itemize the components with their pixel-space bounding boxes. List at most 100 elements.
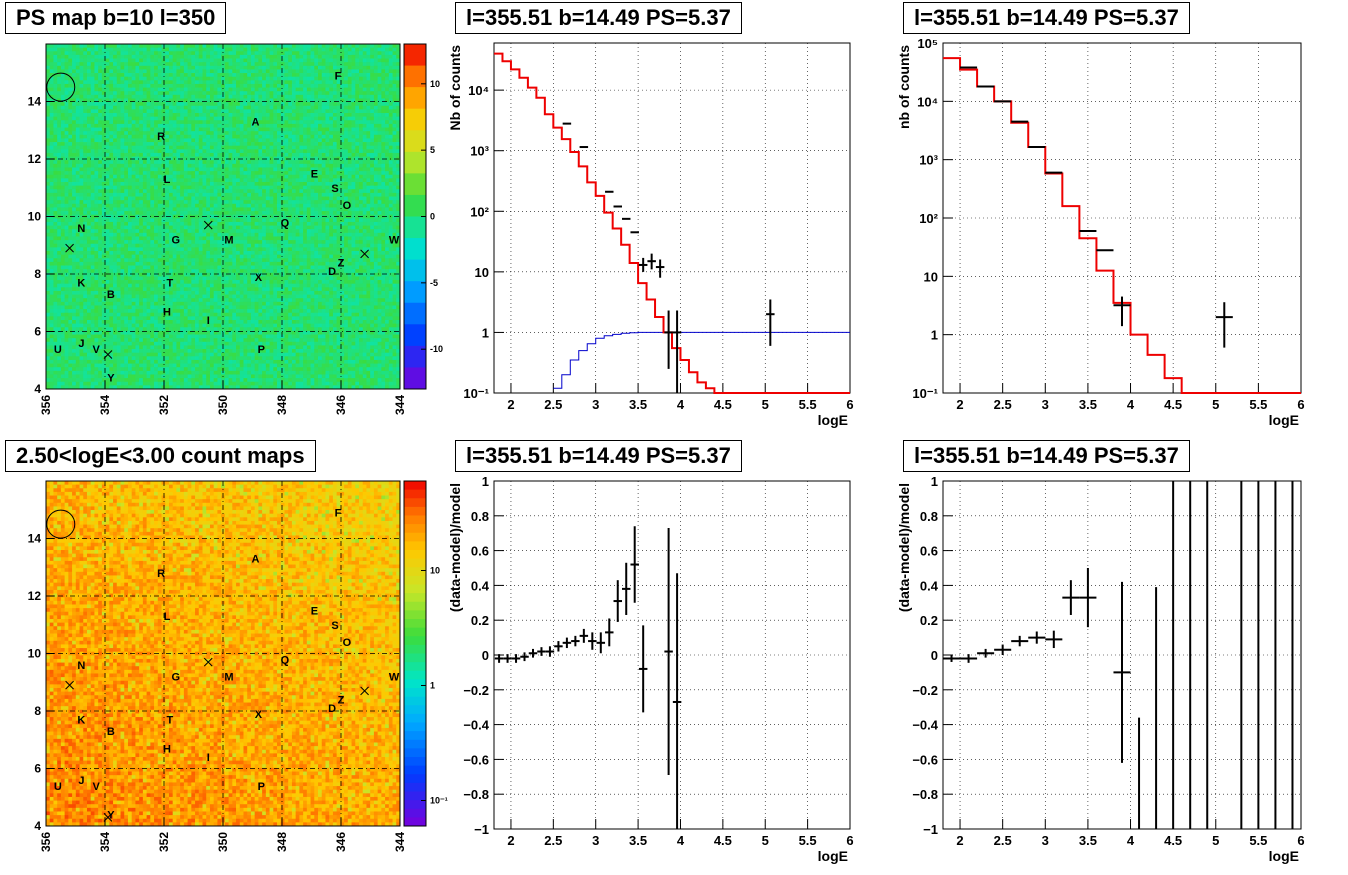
map-pixel [195, 91, 200, 96]
map-pixel [198, 327, 203, 332]
map-pixel [135, 247, 140, 252]
map-pixel [94, 370, 99, 375]
map-pixel [191, 116, 196, 121]
map-pixel [224, 338, 229, 343]
map-pixel [49, 381, 54, 386]
map-pixel [46, 83, 51, 88]
map-pixel [60, 116, 66, 121]
map-pixel [168, 229, 174, 234]
map-pixel [239, 218, 244, 223]
map-pixel [198, 73, 203, 78]
map-pixel [105, 309, 110, 314]
map-pixel [157, 131, 162, 136]
map-pixel [60, 44, 66, 49]
map-pixel [142, 51, 148, 56]
map-pixel [195, 120, 200, 125]
map-pixel [109, 305, 114, 310]
map-pixel [124, 69, 129, 74]
map-pixel [139, 236, 144, 241]
map-pixel [90, 51, 95, 56]
map-pixel [64, 94, 69, 99]
map-pixel [176, 113, 181, 118]
map-pixel [101, 345, 107, 350]
map-pixel [142, 47, 148, 52]
map-pixel [146, 145, 151, 150]
map-pixel [217, 105, 222, 110]
map-pixel [180, 116, 185, 121]
map-pixel [150, 214, 155, 219]
map-pixel [49, 374, 54, 379]
map-pixel [60, 105, 66, 110]
map-pixel [224, 301, 229, 306]
map-pixel [135, 174, 140, 179]
map-pixel [139, 102, 144, 107]
map-pixel [60, 261, 66, 266]
map-pixel [142, 327, 148, 332]
map-pixel [131, 69, 136, 74]
map-pixel [116, 131, 121, 136]
map-pixel [90, 276, 95, 281]
map-pixel [198, 243, 203, 248]
map-pixel [94, 258, 99, 263]
map-pixel [49, 149, 54, 154]
map-pixel [213, 131, 218, 136]
map-pixel [46, 312, 51, 317]
map-pixel [161, 189, 166, 194]
map-pixel [139, 381, 144, 386]
map-pixel [213, 200, 218, 205]
map-pixel [90, 44, 95, 49]
map-pixel [86, 98, 92, 103]
map-pixel [228, 109, 233, 114]
map-pixel [53, 171, 58, 176]
map-pixel [206, 309, 211, 314]
map-pixel [68, 287, 73, 292]
map-pixel [90, 272, 95, 277]
map-pixel [157, 116, 162, 121]
map-pixel [165, 105, 170, 110]
map-pixel [101, 280, 107, 285]
map-pixel [131, 240, 136, 245]
map-pixel [146, 203, 151, 208]
map-pixel [209, 73, 215, 78]
map-pixel [57, 370, 62, 375]
map-pixel [116, 98, 121, 103]
map-pixel [46, 113, 51, 118]
map-pixel [236, 352, 241, 357]
map-pixel [94, 247, 99, 252]
map-pixel [109, 171, 114, 176]
map-pixel [213, 221, 218, 226]
map-pixel [124, 178, 129, 183]
map-pixel [98, 178, 103, 183]
map-pixel [131, 280, 136, 285]
map-pixel [228, 254, 233, 259]
map-pixel [98, 102, 103, 107]
map-pixel [94, 301, 99, 306]
map-pixel [195, 123, 200, 128]
map-pixel [105, 113, 110, 118]
map-pixel [209, 265, 215, 270]
map-pixel [124, 131, 129, 136]
map-pixel [146, 105, 151, 110]
map-pixel [127, 91, 133, 96]
map-pixel [127, 294, 133, 299]
map-pixel [168, 341, 174, 346]
map-pixel [127, 378, 133, 383]
map-pixel [105, 356, 110, 361]
map-pixel [228, 276, 233, 281]
map-pixel [135, 127, 140, 132]
map-pixel [127, 243, 133, 248]
map-pixel [191, 283, 196, 288]
map-pixel [206, 218, 211, 223]
map-pixel [68, 221, 73, 226]
map-pixel [232, 265, 237, 270]
map-pixel [49, 218, 54, 223]
map-pixel [209, 269, 215, 274]
map-pixel [139, 352, 144, 357]
map-pixel [150, 352, 155, 357]
map-pixel [75, 182, 80, 187]
map-pixel [168, 349, 174, 354]
map-pixel [64, 113, 69, 118]
map-pixel [49, 359, 54, 364]
map-pixel [109, 102, 114, 107]
map-pixel [142, 178, 148, 183]
